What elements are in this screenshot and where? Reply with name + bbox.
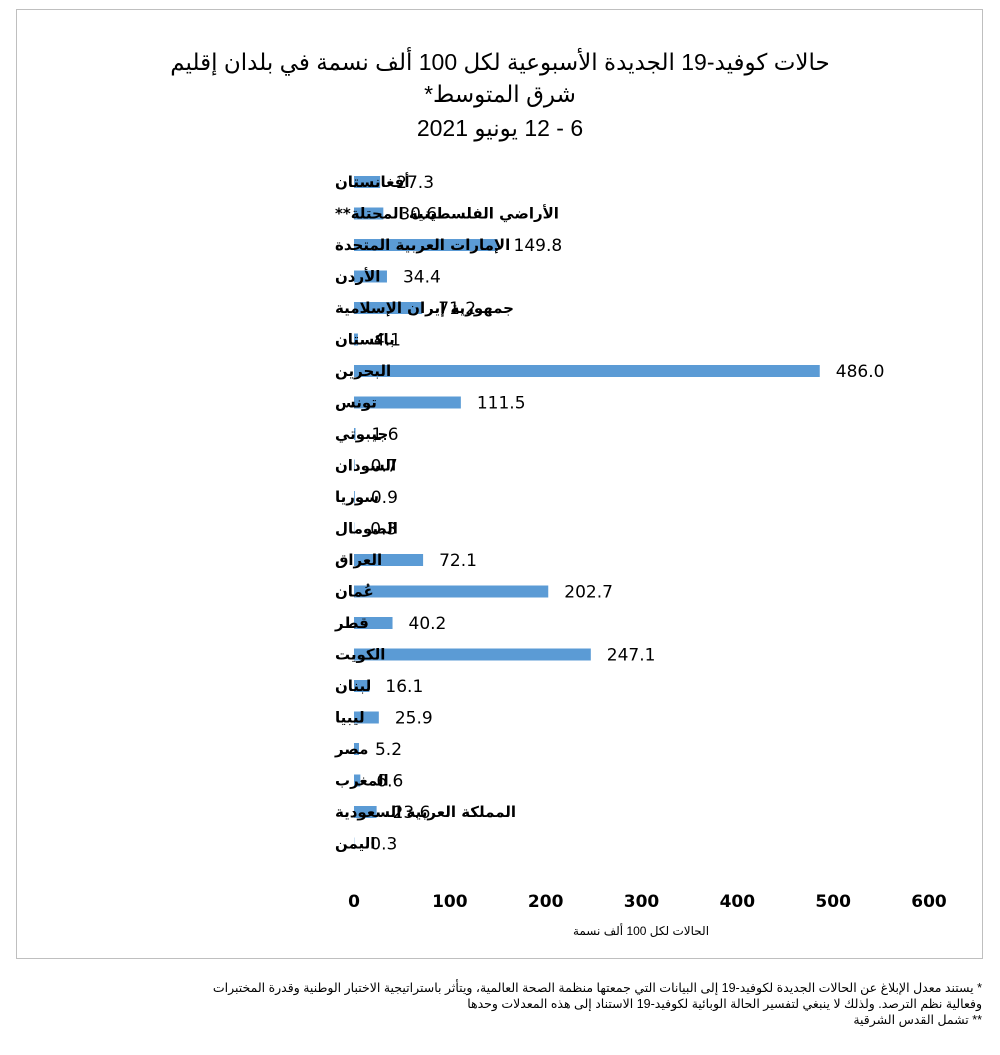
chart-title-line: حالات كوفيد-19 الجديدة الأسبوعية لكل 100… (170, 47, 830, 76)
category-label: العراق (335, 551, 382, 569)
category-label: جيبوتي (335, 425, 388, 443)
category-label: الإمارات العربية المتحدة (335, 236, 510, 254)
value-label: 0.3 (370, 835, 397, 855)
x-tick-label: 400 (720, 892, 756, 912)
chart-title: حالات كوفيد-19 الجديدة الأسبوعية لكل 100… (170, 47, 830, 142)
category-labels: أفغانستان الأراضي الفلسطينية المحتلة** الإ… (334, 172, 559, 853)
category-label: عُمان (335, 583, 374, 601)
bar (354, 554, 424, 566)
chart-title-line: شرق المتوسط* (424, 81, 576, 108)
value-label: 247.1 (607, 646, 656, 666)
bar (354, 648, 591, 661)
value-label: 0.3 (370, 520, 397, 540)
value-label: 23.6 (393, 803, 431, 823)
bar (354, 365, 820, 377)
category-label: السودان (335, 457, 396, 475)
footnote-line: * يستند معدل الإبلاغ عن الحالات الجديدة … (212, 981, 982, 995)
value-label: 6.6 (376, 772, 403, 792)
category-label: لبنان (335, 677, 371, 695)
value-label: 1.6 (372, 425, 399, 445)
value-label: 0.9 (371, 488, 398, 508)
x-tick-label: 600 (911, 892, 947, 912)
category-label: الأردن (335, 268, 380, 286)
footnotes: * يستند معدل الإبلاغ عن الحالات الجديدة … (20, 980, 982, 1028)
category-label: البحرين (335, 362, 391, 380)
bar (354, 774, 361, 787)
value-label: 27.3 (396, 173, 434, 193)
category-label: جمهورية إيران الإسلامية (335, 299, 514, 317)
category-label: مصر (334, 740, 368, 758)
category-label: سوريا (335, 488, 379, 506)
x-tick-label: 0 (348, 892, 360, 912)
x-tick-label: 200 (528, 892, 564, 912)
bar-chart: حالات كوفيد-19 الجديدة الأسبوعية لكل 100… (170, 47, 947, 938)
category-label: المغرب (335, 772, 389, 790)
bar (354, 270, 387, 283)
bar (354, 176, 381, 188)
x-axis-ticks: 0 100 200 300 400 500 600 (348, 892, 947, 912)
value-label: 16.1 (385, 677, 423, 697)
value-label: 149.8 (514, 236, 563, 256)
bar (354, 617, 393, 629)
bar (354, 428, 356, 440)
value-label: 30.6 (399, 205, 437, 225)
value-label: 5.2 (375, 740, 402, 760)
bar (354, 806, 377, 818)
x-tick-label: 100 (432, 892, 468, 912)
value-label: 34.4 (403, 268, 441, 288)
chart-title-line: 6 - 12 يونيو 2021 (417, 115, 583, 142)
value-label: 40.2 (409, 614, 447, 634)
value-label: 25.9 (395, 709, 433, 729)
bar (354, 207, 384, 220)
bar (354, 459, 355, 472)
value-label: 72.1 (439, 551, 477, 571)
footnote-line: وفعالية نظم الترصد. ولذلك لا ينبغي لتفسي… (467, 997, 982, 1011)
category-label: اليمن (335, 835, 375, 853)
category-label: باكستان (335, 331, 395, 349)
value-labels: 27.3 30.6 149.8 34.4 71.2 4.1 486.0 111.5 1.6 0.7… (370, 173, 884, 855)
category-label: المملكة العربية السعودية (335, 803, 516, 821)
category-label: أفغانستان (335, 172, 410, 191)
bar (354, 585, 549, 598)
footnote-line: ** تشمل القدس الشرقية (853, 1013, 982, 1027)
category-label: الأراضي الفلسطينية المحتلة** (335, 205, 559, 223)
category-label: الكويت (335, 646, 385, 664)
value-label: 202.7 (564, 583, 613, 603)
category-label: ليبيا (335, 709, 365, 727)
x-tick-label: 500 (815, 892, 851, 912)
bar (354, 239, 498, 251)
x-axis-title: الحالات لكل 100 ألف نسمة (573, 923, 709, 938)
category-label: تونس (335, 394, 377, 412)
category-label: قطر (334, 614, 369, 632)
x-tick-label: 300 (624, 892, 660, 912)
bar (354, 711, 379, 724)
value-label: 111.5 (477, 394, 526, 414)
bar (354, 491, 355, 503)
chart-frame: حالات كوفيد-19 الجديدة الأسبوعية لكل 100… (16, 9, 983, 959)
bar (354, 743, 359, 755)
value-label: 0.7 (371, 457, 398, 477)
value-label: 486.0 (836, 362, 885, 382)
bar (354, 302, 423, 314)
value-label: 71.2 (438, 299, 476, 319)
category-label: الصومال (335, 520, 398, 538)
bar (354, 396, 461, 409)
value-label: 4.1 (374, 331, 401, 351)
bar (354, 680, 370, 692)
bar (354, 333, 358, 346)
bars (354, 176, 820, 850)
